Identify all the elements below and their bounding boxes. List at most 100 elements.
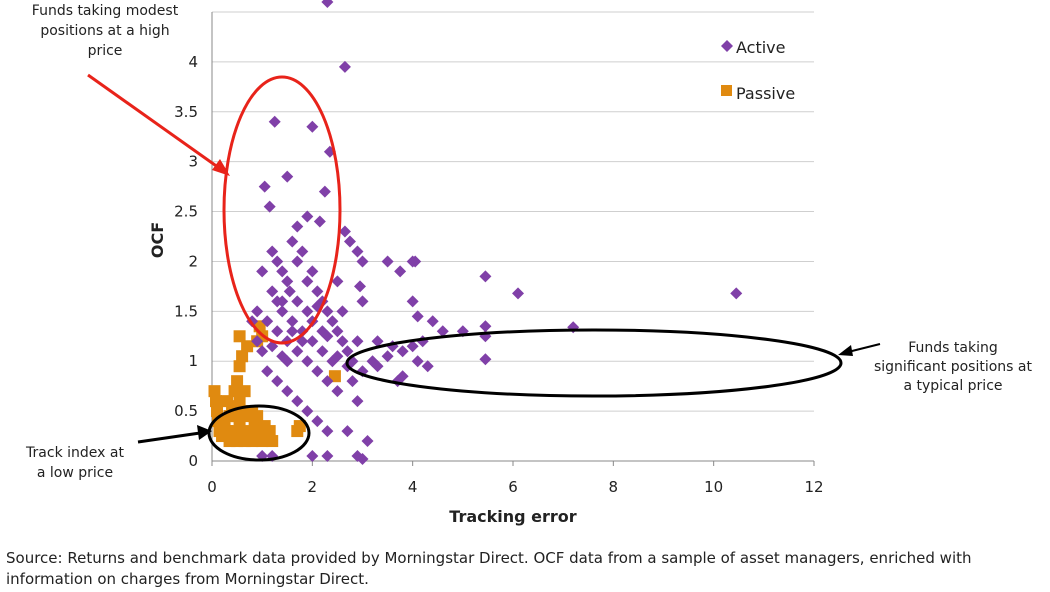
active-point [268,115,281,128]
active-point [331,350,344,363]
passive-point [266,435,279,448]
active-point [406,295,419,308]
passive-point [263,425,276,438]
passive-point [328,370,341,383]
active-point [436,325,449,338]
x-tick-label: 8 [609,478,619,496]
passive-point [233,360,246,373]
passive-point [210,395,223,408]
x-tick-labels: 0 2 4 6 8 10 12 [207,478,823,496]
active-point [271,375,284,388]
source-note: Source: Returns and benchmark data provi… [6,549,972,588]
active-point [263,200,276,213]
x-tick-label: 4 [408,478,418,496]
active-point [251,335,264,348]
annotation-high-price-line-3: price [88,43,123,59]
x-tick-label: 12 [804,478,823,496]
active-point [351,335,364,348]
axes [211,12,815,466]
active-point [346,375,359,388]
active-point [276,265,289,278]
active-point [356,453,369,466]
active-point [291,220,304,233]
active-point [251,305,264,318]
annotation-typical-price-line-3: a typical price [903,378,1002,394]
active-point [306,450,319,463]
passive-point [253,320,266,333]
active-point [396,345,409,358]
active-point [411,355,424,368]
passive-point [221,395,234,408]
active-point [381,350,394,363]
active-point [301,275,314,288]
active-point [316,345,329,358]
active-point [261,315,274,328]
active-point [276,305,289,318]
active-point [331,325,344,338]
active-point [281,275,294,288]
active-point [256,265,269,278]
active-point [331,385,344,398]
y-tick-label: 2.5 [174,203,198,221]
red-arrow-head [212,159,230,176]
passive-point [233,330,246,343]
active-point [351,245,364,258]
typical-price-ellipse [345,328,843,398]
passive-point [211,405,224,418]
annotation-low-price-line-1: Track index at [25,445,124,461]
active-point [341,425,354,438]
active-point [261,365,274,378]
active-point [301,305,314,318]
active-point [356,295,369,308]
active-point [361,435,374,448]
legend-active-label: Active [736,38,786,57]
active-point [411,310,424,323]
black-arrow-right-head [838,345,853,356]
active-point [286,325,299,338]
active-point [338,225,351,238]
active-point [326,315,339,328]
active-point [281,385,294,398]
y-tick-labels: 0 0.5 1 1.5 2 2.5 3 3.5 4 [174,53,198,470]
passive-point [293,420,306,433]
active-point [266,285,279,298]
active-point [283,285,296,298]
active-point [296,325,309,338]
active-point [286,315,299,328]
black-arrow-right [847,343,881,353]
active-point [394,265,407,278]
x-axis-label: Tracking error [449,507,576,526]
annotation-high-price-line-1: Funds taking modest [32,3,179,19]
y-axis-label: OCF [148,222,167,258]
active-point [336,305,349,318]
active-point [301,210,314,223]
active-point [512,287,525,300]
annotation-low-price-line-2: a low price [37,465,113,481]
active-point [321,375,334,388]
active-point [301,405,314,418]
annotation-highlights [87,73,881,462]
active-point [256,345,269,358]
passive-point [241,340,254,353]
y-tick-label: 3 [188,153,198,171]
active-point [381,255,394,268]
y-tick-label: 0 [188,452,198,470]
active-point [271,295,284,308]
active-point [318,185,331,198]
annotation-high-price-line-2: positions at a high [40,23,169,39]
active-point [341,345,354,358]
legend-item-active: Active [721,38,786,57]
ocf-vs-tracking-error-chart: 0 0.5 1 1.5 2 2.5 3 3.5 4 0 2 4 6 8 10 12 Funds taking… [25,0,1033,526]
active-point [271,255,284,268]
passive-point [208,385,221,398]
black-arrow-left [137,431,201,444]
active-point [281,170,294,183]
active-point [371,335,384,348]
active-point [426,315,439,328]
active-point [266,245,279,258]
active-point [258,180,271,193]
active-point [479,353,492,366]
active-point [291,345,304,358]
active-point [321,450,334,463]
active-point [291,255,304,268]
